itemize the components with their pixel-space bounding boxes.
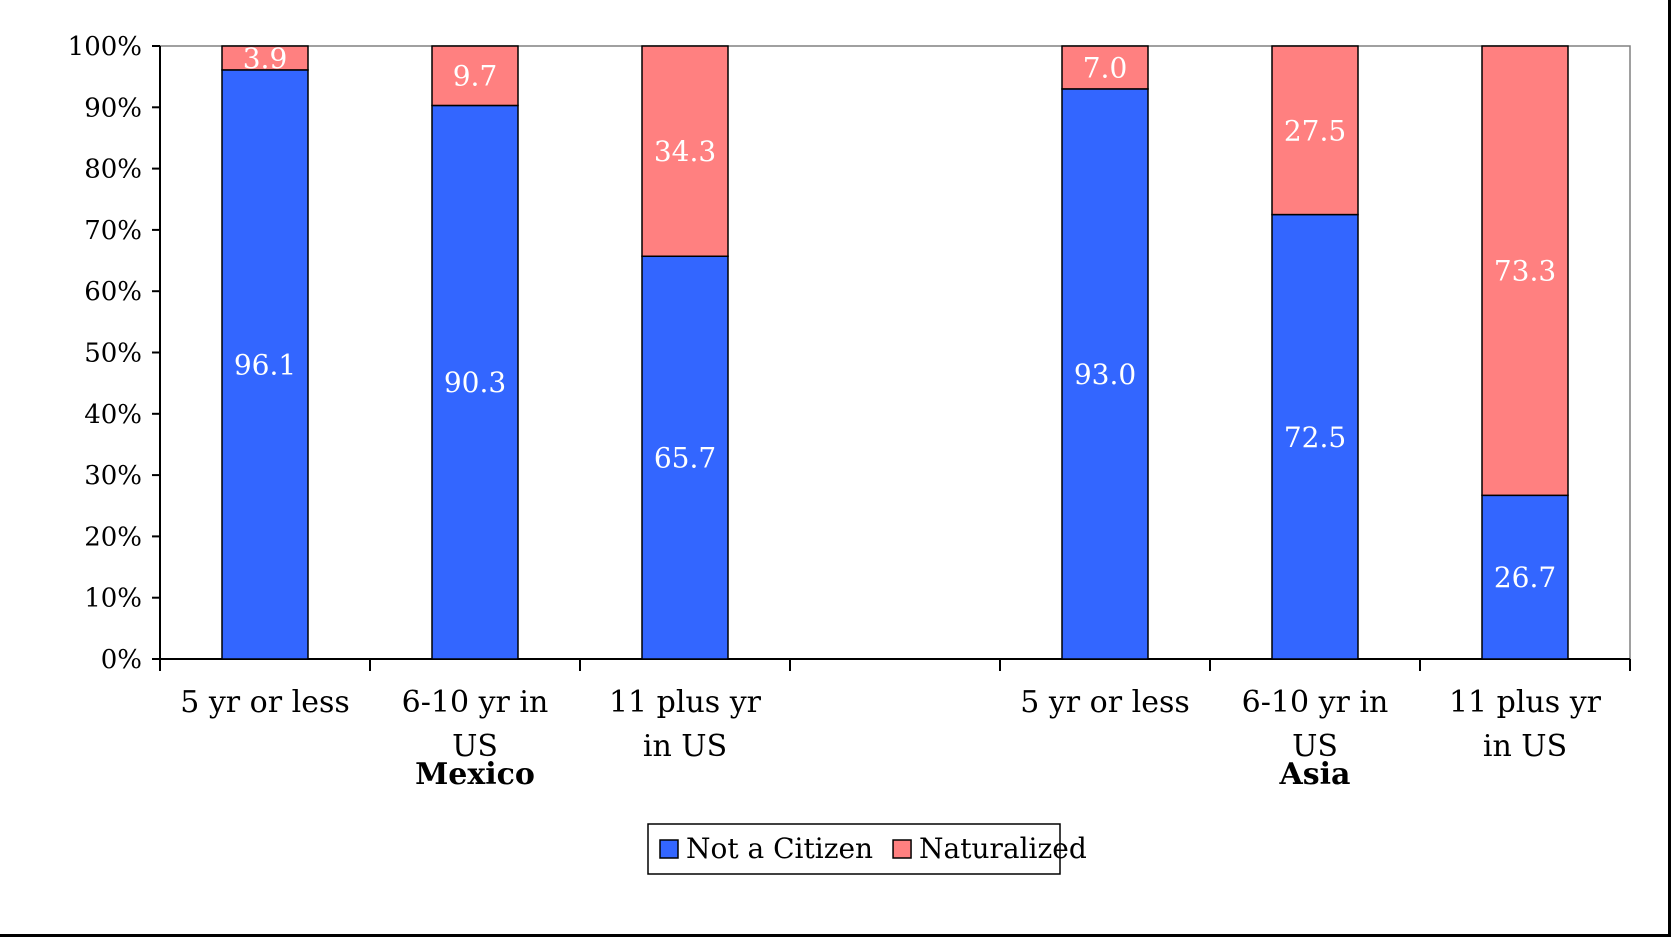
- bar-not-a-citizen[interactable]: [1271, 213, 1359, 660]
- x-tick-label: US: [1292, 729, 1338, 764]
- bar-not-a-citizen[interactable]: [1061, 88, 1149, 660]
- group-label: Mexico: [415, 757, 535, 792]
- data-label: 73.3: [1494, 255, 1556, 288]
- bar-naturalized[interactable]: [641, 45, 729, 258]
- legend-swatch-not-a-citizen: [659, 839, 679, 859]
- legend-swatch-naturalized: [892, 839, 912, 859]
- y-tick-label: 30%: [84, 461, 142, 491]
- y-tick-label: 80%: [84, 155, 142, 185]
- y-tick-label: 20%: [84, 522, 142, 552]
- x-tick-label: 11 plus yr: [609, 685, 762, 720]
- x-tick-label: in US: [1483, 729, 1567, 764]
- y-tick-label: 90%: [84, 93, 142, 123]
- data-label: 34.3: [654, 135, 716, 168]
- x-tick-label: 11 plus yr: [1449, 685, 1602, 720]
- data-label: 3.9: [243, 42, 288, 75]
- bar-not-a-citizen[interactable]: [641, 255, 729, 660]
- x-tick-label: 5 yr or less: [180, 685, 350, 720]
- y-tick-label: 70%: [84, 216, 142, 246]
- group-label: Asia: [1278, 757, 1350, 792]
- y-tick-label: 10%: [84, 584, 142, 614]
- legend-label: Naturalized: [919, 832, 1087, 865]
- data-label: 96.1: [234, 348, 296, 381]
- x-tick-label: in US: [643, 729, 727, 764]
- data-label: 72.5: [1284, 421, 1346, 454]
- bar-not-a-citizen[interactable]: [431, 104, 519, 660]
- x-tick-label: 5 yr or less: [1020, 685, 1190, 720]
- x-tick-label: 6-10 yr in: [402, 685, 549, 720]
- data-label: 90.3: [444, 366, 506, 399]
- x-tick-label: US: [452, 729, 498, 764]
- data-label: 93.0: [1074, 358, 1136, 391]
- legend: [647, 823, 1061, 875]
- x-tick-label: 6-10 yr in: [1242, 685, 1389, 720]
- data-label: 65.7: [654, 442, 716, 475]
- bar-naturalized[interactable]: [1271, 45, 1359, 216]
- bar-naturalized[interactable]: [1481, 45, 1569, 497]
- bar-naturalized[interactable]: [1061, 45, 1149, 90]
- y-tick-label: 100%: [68, 32, 142, 62]
- bar-not-a-citizen[interactable]: [221, 69, 309, 660]
- bar-naturalized[interactable]: [431, 45, 519, 107]
- y-tick-label: 60%: [84, 277, 142, 307]
- bar-naturalized[interactable]: [221, 45, 309, 71]
- legend-label: Not a Citizen: [686, 832, 873, 865]
- data-label: 27.5: [1284, 114, 1346, 147]
- data-label: 9.7: [453, 60, 498, 93]
- y-tick-label: 0%: [101, 645, 142, 675]
- plot-area: [159, 45, 1631, 660]
- data-label: 26.7: [1494, 561, 1556, 594]
- data-label: 7.0: [1083, 51, 1128, 84]
- bar-not-a-citizen[interactable]: [1481, 494, 1569, 660]
- y-tick-label: 40%: [84, 400, 142, 430]
- y-tick-label: 50%: [84, 339, 142, 369]
